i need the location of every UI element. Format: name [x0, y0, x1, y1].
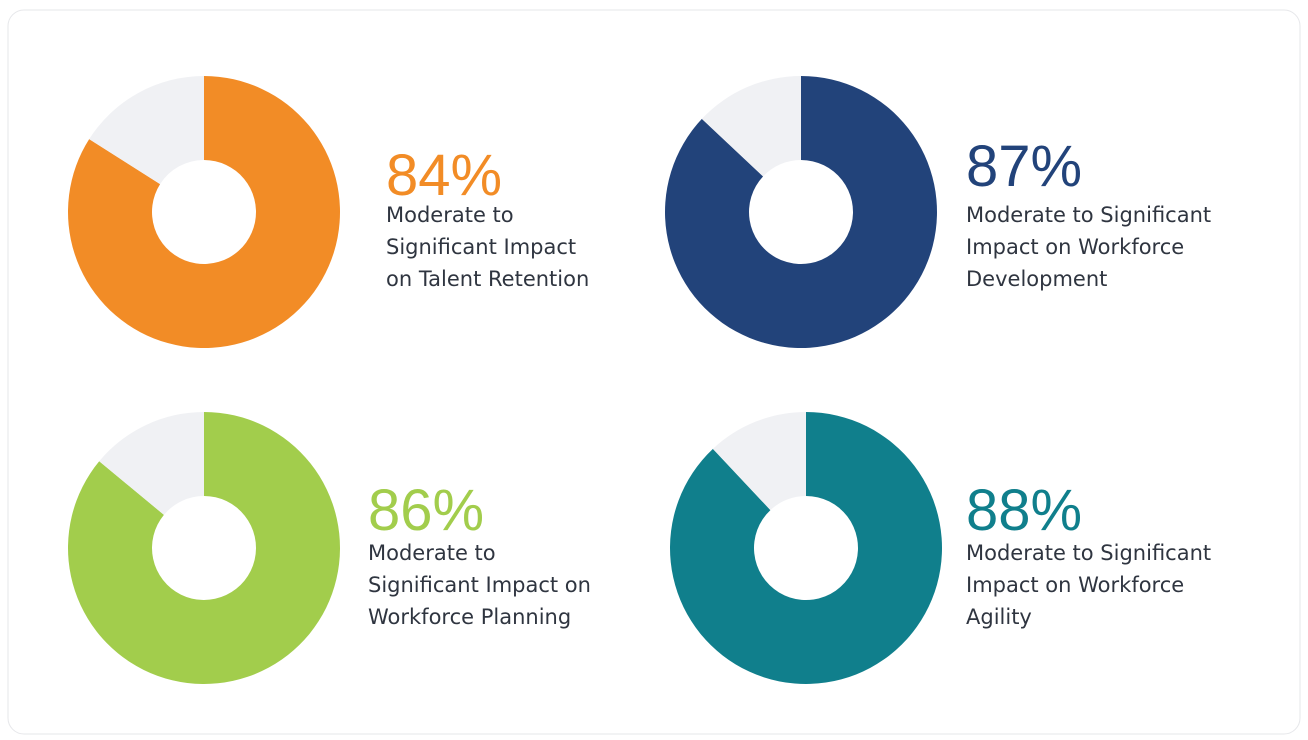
description-line: Moderate to Significant — [966, 541, 1211, 565]
description-line: Agility — [966, 605, 1032, 629]
donut-segment — [89, 76, 204, 185]
description-line: Impact on Workforce — [966, 235, 1184, 259]
description-line: on Talent Retention — [386, 267, 589, 291]
donut-segment — [67, 76, 340, 348]
percentage-label: 87% — [966, 134, 1082, 199]
description-line: Moderate to — [386, 203, 514, 227]
donut-segment — [68, 412, 340, 684]
description-line: Significant Impact — [386, 235, 576, 259]
description-line: Development — [966, 267, 1107, 291]
description-line: Workforce Planning — [368, 605, 571, 629]
donut-segment — [665, 76, 938, 348]
description-line: Moderate to Significant — [966, 203, 1211, 227]
donut-segment — [712, 412, 806, 511]
description-line: Impact on Workforce — [966, 573, 1184, 597]
description-line: Significant Impact on — [368, 573, 591, 597]
donut-segment — [701, 76, 801, 177]
percentage-label: 86% — [368, 478, 484, 543]
percentage-label: 88% — [966, 478, 1082, 543]
description-line: Moderate to — [368, 541, 496, 565]
donut-segment — [99, 412, 204, 515]
percentage-label: 84% — [386, 143, 502, 208]
donut-segment — [670, 412, 943, 684]
